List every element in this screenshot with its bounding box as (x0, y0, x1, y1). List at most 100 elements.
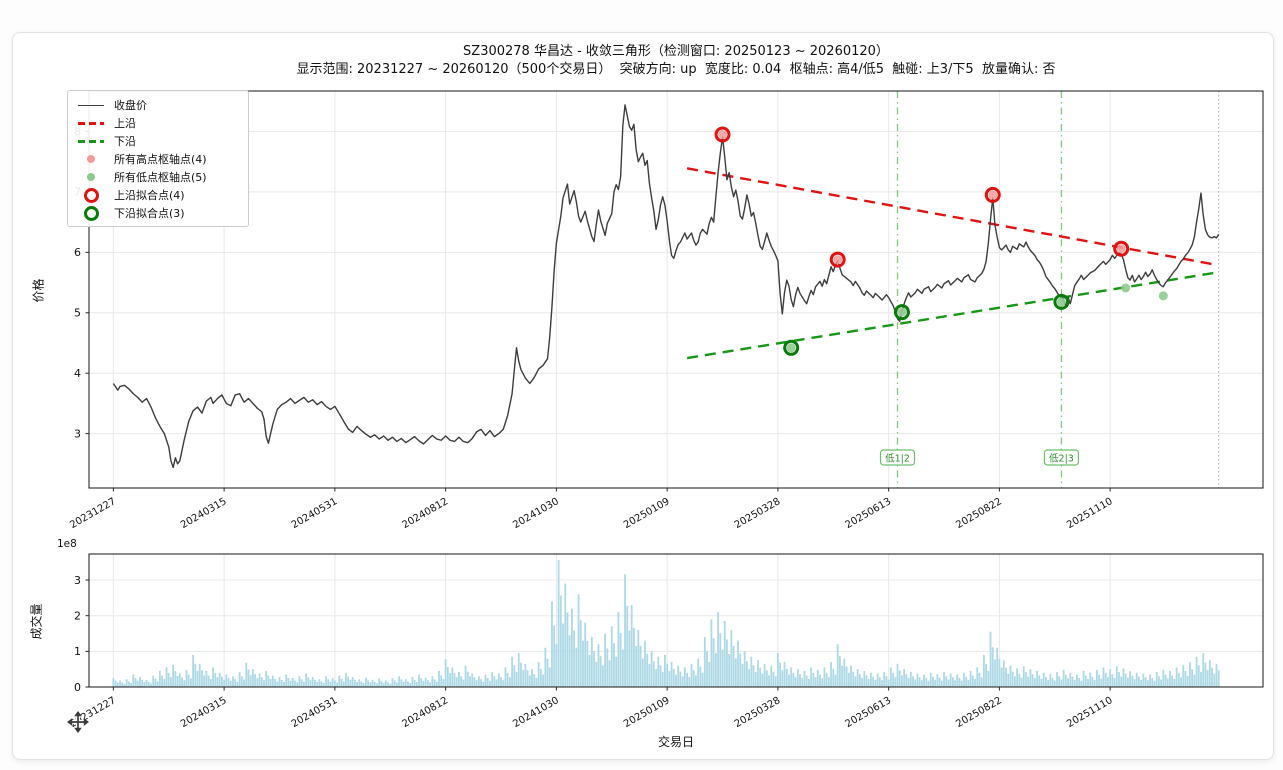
volume-bar (415, 682, 418, 687)
volume-bar (267, 675, 270, 687)
volume-bar (706, 651, 708, 687)
volume-bar (181, 677, 183, 687)
volume-bar (198, 663, 201, 687)
volume-bar (958, 678, 961, 687)
volume-bar (1151, 678, 1154, 687)
volume-bar (446, 666, 449, 687)
volume-bar (1007, 673, 1010, 687)
volume-bar (672, 669, 675, 687)
volume-bar (125, 679, 128, 687)
volume-bar (400, 679, 403, 687)
volume-bar (551, 601, 553, 687)
volume-bar (464, 665, 467, 687)
volume-bar (925, 678, 928, 687)
volume-bar (453, 672, 456, 687)
volume-bar (526, 670, 529, 687)
volume-bar (595, 662, 598, 687)
volume-bar (923, 674, 925, 687)
volume-bar (466, 671, 469, 687)
volume-bar (298, 676, 301, 687)
volume-bar (695, 675, 697, 687)
volume-bar (1111, 674, 1114, 687)
volume-bar (812, 672, 815, 687)
volume-bar (367, 680, 369, 687)
volume-bar (373, 681, 376, 687)
volume-bar (345, 672, 347, 687)
volume-bar (865, 675, 868, 687)
volume-bar (613, 643, 615, 687)
volume-bar (1208, 660, 1211, 687)
x-tick-label: 20250822 (954, 695, 1004, 730)
volume-bar (427, 680, 429, 687)
high-pivot-dot (833, 255, 843, 265)
volume-bar (451, 667, 454, 687)
volume-bar (1053, 680, 1056, 687)
upper-fit-ring (829, 251, 846, 268)
volume-bar (714, 653, 717, 687)
volume-bar (960, 680, 963, 687)
volume-bar (305, 673, 307, 687)
volume-bar (774, 676, 777, 687)
volume-bar (845, 666, 848, 687)
volume-bar (646, 653, 649, 687)
volume-bar (630, 604, 633, 687)
volume-bar (404, 679, 407, 687)
volume-bar (508, 677, 511, 687)
volume-bar (360, 681, 363, 687)
volume-bar (987, 670, 990, 687)
high-pivot-dot (988, 190, 998, 200)
volume-bar (1011, 671, 1014, 687)
volume-bar (1036, 670, 1038, 687)
volume-bar (881, 680, 883, 687)
plot-frame[interactable] (88, 553, 1264, 688)
volume-bar (1082, 670, 1085, 687)
volume-bar (338, 675, 341, 687)
volume-bar (861, 678, 863, 687)
x-tick-label: 20250822 (954, 496, 1004, 531)
volume-bar (1091, 676, 1094, 687)
volume-bar (996, 647, 999, 687)
volume-bar (424, 677, 427, 687)
event-label: 低1|2 (885, 453, 910, 465)
volume-bar (196, 670, 199, 687)
volume-bar (834, 674, 837, 687)
volume-bar (743, 651, 746, 687)
volume-bar (876, 673, 879, 687)
volume-bar (1109, 669, 1112, 687)
volume-bar (165, 667, 168, 687)
volume-bar (216, 677, 219, 687)
figure-canvas[interactable]: 低1|2 低2|3 20231227 20240315 20240531 20240812… (13, 33, 1273, 759)
volume-bar (158, 670, 161, 687)
volume-bar (1146, 680, 1149, 687)
volume-bar (562, 623, 564, 687)
volume-bar (440, 675, 443, 687)
volume-bar (1062, 669, 1065, 687)
volume-bar (533, 674, 536, 687)
volume-bar (506, 672, 509, 687)
volume-bar (1189, 662, 1191, 687)
volume-bar (150, 683, 152, 687)
volume-bar (1118, 672, 1120, 687)
volume-bar (183, 680, 186, 687)
volume-bar (134, 678, 137, 687)
volume-bar (604, 633, 607, 687)
volume-bar (369, 682, 372, 687)
volume-bar (263, 680, 265, 687)
volume-bar (291, 678, 294, 687)
volume-bar (956, 674, 959, 687)
volume-bar (781, 670, 784, 687)
volume-bar (978, 672, 981, 687)
volume-bar (582, 640, 584, 687)
legend-label: 上沿 (114, 117, 136, 130)
volume-bar (699, 666, 702, 687)
volume-bar (460, 676, 463, 687)
volume-bar (610, 626, 613, 687)
volume-bar (469, 676, 471, 687)
volume-bar (1126, 677, 1129, 687)
volume-bar (796, 669, 799, 687)
volume-bar (1122, 668, 1125, 687)
volume-bar (726, 639, 728, 687)
volume-bar (271, 675, 274, 687)
volume-bar (1204, 662, 1207, 687)
plot-frame[interactable] (88, 90, 1264, 489)
